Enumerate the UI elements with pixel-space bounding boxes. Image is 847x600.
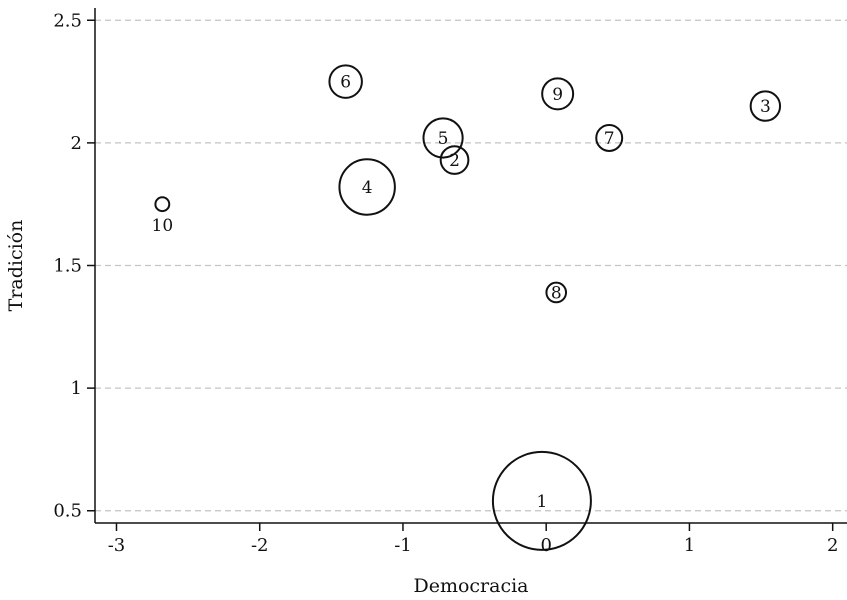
data-point-label: 4 <box>362 178 373 198</box>
y-tick-label: 1 <box>71 378 82 399</box>
x-tick-label: -2 <box>251 535 269 556</box>
data-point-label: 8 <box>551 283 562 303</box>
x-axis-title: Democracia <box>413 575 528 597</box>
data-point-marker <box>155 197 169 211</box>
data-point-label: 10 <box>152 216 174 236</box>
data-point-label: 6 <box>340 73 351 93</box>
data-point-label: 3 <box>760 97 771 117</box>
gridlines <box>95 20 847 510</box>
y-tick-label: 1.5 <box>53 256 82 277</box>
data-point-label: 5 <box>438 129 449 149</box>
data-point-label: 1 <box>536 492 547 512</box>
x-tick-label: 1 <box>684 535 695 556</box>
x-tick-label: 2 <box>827 535 838 556</box>
data-point-label: 7 <box>604 129 615 149</box>
y-tick-label: 0.5 <box>53 501 82 522</box>
y-tick-label: 2 <box>71 133 82 154</box>
x-tick-label: -3 <box>108 535 126 556</box>
x-tick-label: -1 <box>394 535 412 556</box>
y-axis-ticks: 0.5 1 1.5 2 2.5 <box>53 10 95 521</box>
x-axis-ticks: -3 -2 -1 0 1 2 <box>108 523 839 556</box>
data-point-label: 9 <box>552 85 563 105</box>
y-tick-label: 2.5 <box>53 10 82 31</box>
y-axis-title: Tradición <box>5 220 27 312</box>
x-tick-label: 0 <box>540 535 551 556</box>
